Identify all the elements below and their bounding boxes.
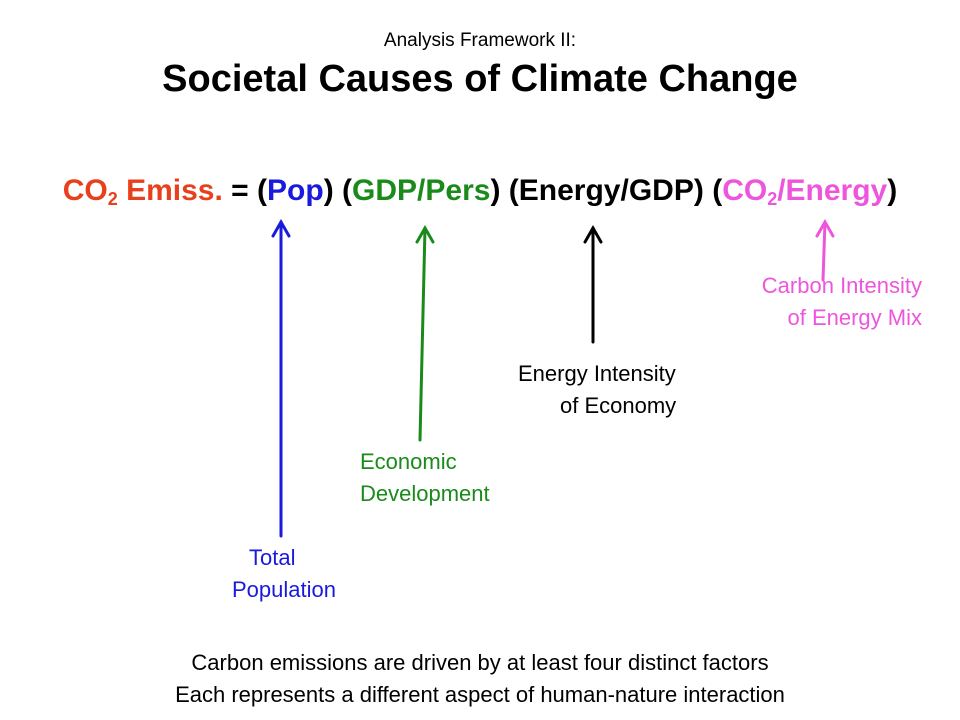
term-close-paren: ) [693,174,704,207]
label-line: Economic [360,449,457,474]
label-energy-intensity: Energy Intensity of Economy [518,358,676,422]
term-pop: Pop [267,174,324,207]
equation: CO2 Emiss. = (Pop) (GDP/Pers) (Energy/GD… [0,174,960,208]
label-line: Energy Intensity [518,361,676,386]
label-line: Carbon Intensity [761,273,922,298]
equation-equals: = [222,174,258,207]
subtitle: Analysis Framework II: [383,30,577,51]
label-carbon-intensity: Carbon Intensity of Energy Mix [762,270,922,334]
label-line: Development [360,481,490,506]
footer-line: Each represents a different aspect of hu… [175,682,785,707]
label-line: Total [249,545,296,570]
term-open-paren: ( [508,174,519,207]
label-economic-development: Economic Development [360,446,490,510]
arrow-economic [415,224,435,442]
term-close-paren: ) [490,174,501,207]
label-line: of Energy Mix [787,305,923,330]
label-total-population: Total Population [232,542,336,606]
equation-lhs: CO2 Emiss. [62,174,223,209]
label-line: Population [232,577,336,602]
term-close-paren: ) [323,174,334,207]
arrow-population [271,218,291,538]
page-title: Societal Causes of Climate Change [162,58,798,100]
term-open-paren: ( [342,174,353,207]
term-gdp-pers: GDP/Pers [352,174,491,207]
term-energy-gdp: Energy/GDP [518,174,694,207]
term-open-paren: ( [712,174,723,207]
arrow-carbon [815,218,835,282]
term-co2-energy: CO2/Energy [722,174,888,209]
term-open-paren: ( [257,174,268,207]
label-line: of Economy [560,393,677,418]
arrow-energy [583,224,603,344]
term-close-paren: ) [887,174,898,207]
footer-text: Carbon emissions are driven by at least … [0,647,960,711]
footer-line: Carbon emissions are driven by at least … [191,650,769,675]
